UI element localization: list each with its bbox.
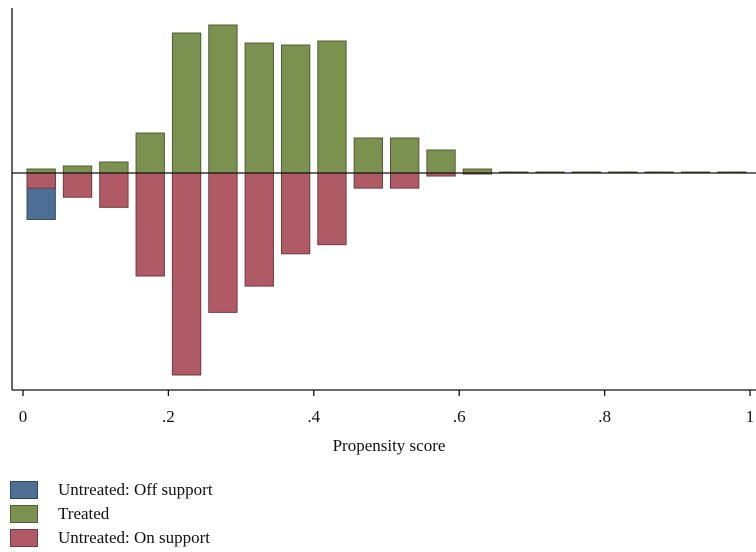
bar-treated-4	[171, 32, 202, 174]
legend-item-untreated-on-support: Untreated: On support	[10, 526, 213, 550]
bar-treated-11	[426, 149, 456, 174]
bar-untreated-on-support-8	[317, 172, 347, 246]
legend-swatch-untreated-on-support	[10, 529, 38, 547]
bar-treated-6	[244, 42, 274, 174]
bar-treated-5	[208, 24, 238, 174]
x-tick-label-3: .6	[453, 407, 466, 426]
bar-treated-7	[280, 44, 311, 174]
bar-untreated-on-support-9	[353, 172, 383, 189]
bar-untreated-on-support-5	[208, 172, 238, 313]
legend-swatch-untreated-off-support	[10, 481, 38, 499]
legend-swatch-treated	[10, 505, 38, 523]
bar-treated-10	[390, 137, 420, 174]
legend-label-untreated-off-support: Untreated: Off support	[58, 480, 213, 499]
bar-treated-3	[135, 132, 165, 174]
legend-label-treated: Treated	[58, 504, 110, 523]
bar-untreated-on-support-1	[62, 172, 93, 198]
bar-untreated-on-support-7	[280, 172, 311, 255]
bar-untreated-on-support-10	[390, 172, 420, 189]
bar-treated-9	[353, 137, 383, 174]
bar-treated-1	[62, 165, 93, 174]
bar-untreated-on-support-0	[26, 172, 56, 189]
legend: Untreated: Off support Treated Untreated…	[10, 478, 213, 550]
legend-label-untreated-on-support: Untreated: On support	[58, 528, 211, 547]
x-tick-label-0: 0	[19, 407, 28, 426]
bars-layer	[26, 24, 747, 376]
bar-treated-2	[99, 161, 129, 174]
bar-untreated-on-support-3	[135, 172, 165, 277]
x-tick-label-5: 1	[746, 407, 755, 426]
bar-untreated-on-support-4	[171, 172, 202, 376]
legend-item-treated: Treated	[10, 502, 213, 526]
x-tick-label-2: .4	[307, 407, 320, 426]
bar-untreated-on-support-6	[244, 172, 274, 287]
x-axis-ticks: 0 .2 .4 .6 .8 1	[19, 390, 755, 426]
x-tick-label-4: .8	[598, 407, 611, 426]
bar-untreated-on-support-2	[99, 172, 129, 208]
legend-item-untreated-off-support: Untreated: Off support	[10, 478, 213, 502]
x-tick-label-1: .2	[162, 407, 175, 426]
x-axis-title: Propensity score	[333, 436, 446, 455]
bar-treated-8	[317, 40, 347, 174]
